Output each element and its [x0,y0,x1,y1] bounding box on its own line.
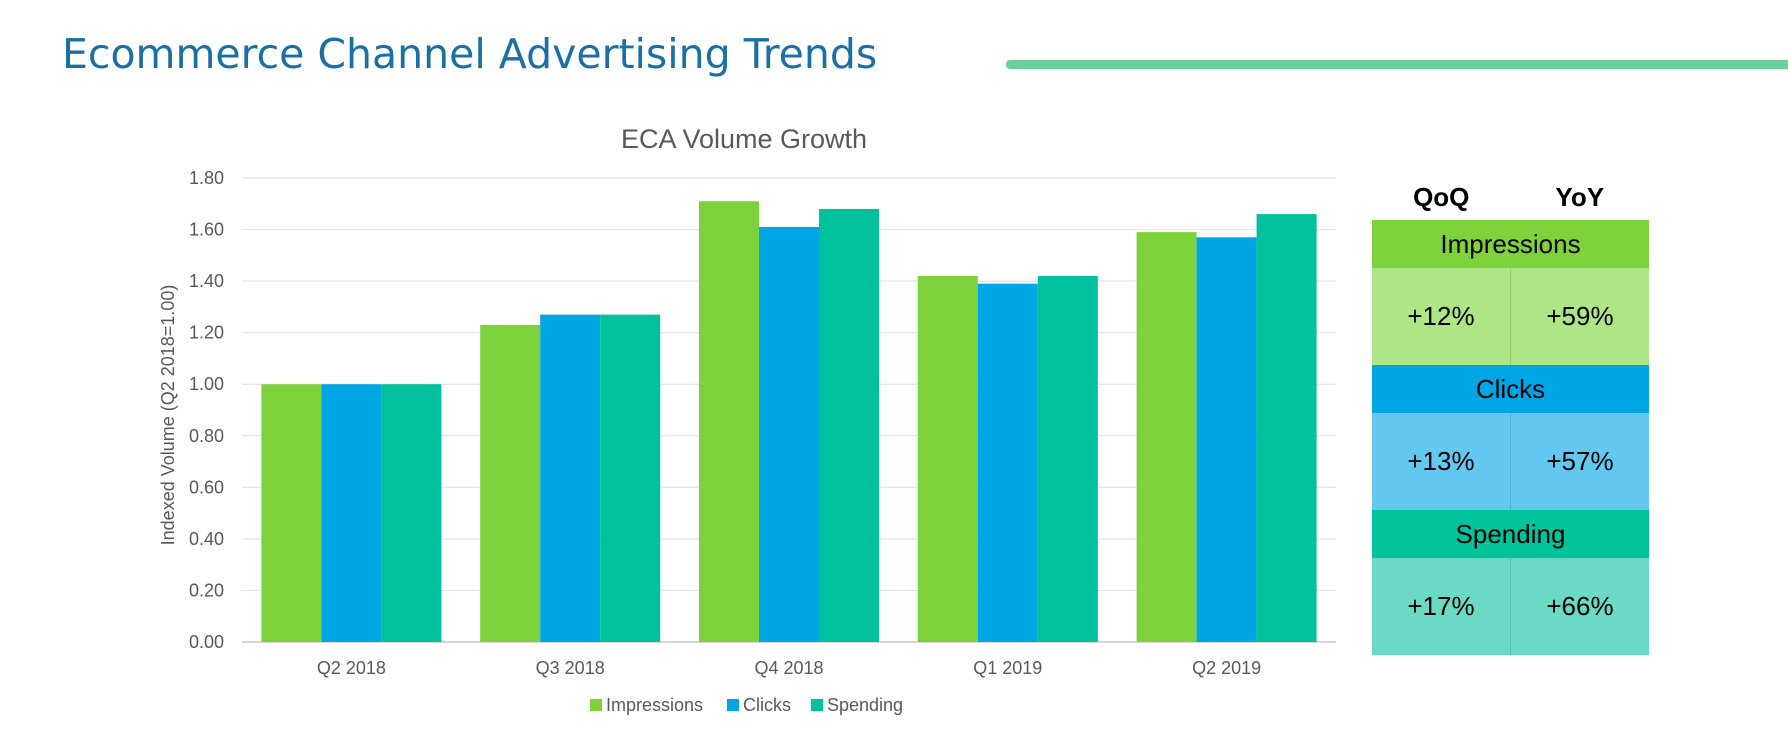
y-tick-label: 0.20 [189,580,224,600]
metric-header-clicks: Clicks [1372,365,1649,413]
legend-label-spending: Spending [827,695,903,715]
bar-clicks-q1-2019 [977,283,1038,642]
legend-label-clicks: Clicks [743,695,791,715]
metric-values-impressions: +12% +59% [1372,268,1649,365]
x-tick-label: Q2 2019 [1192,658,1261,678]
legend-label-impressions: Impressions [606,695,703,715]
x-axis-ticks: Q2 2018 Q3 2018 Q4 2018 Q1 2019 Q2 2019 [317,658,1261,678]
bar-impressions-q2-2019 [1136,232,1197,642]
bar-impressions-q3-2018 [480,324,541,642]
bar-clicks-q3-2018 [540,314,601,642]
x-tick-label: Q2 2018 [317,658,386,678]
y-tick-label: 1.80 [189,168,224,188]
y-axis-ticks: 0.00 0.20 0.40 0.60 0.80 1.00 1.20 1.40 1.60 1.80 [189,168,224,652]
chart: 0.00 0.20 0.40 0.60 0.80 1.00 1.20 1.40 1.60 1.80… [158,124,1336,715]
metric-values-spending: +17% +66% [1372,558,1649,655]
page-title: Ecommerce Channel Advertising Trends [62,30,878,78]
bar-impressions-q4-2018 [699,201,759,642]
column-header-yoy: YoY [1555,182,1605,212]
qoq-value-impressions: +12% [1372,268,1511,365]
qoq-value-clicks: +13% [1372,413,1511,510]
bar-spending-q3-2018 [600,314,661,642]
legend-swatch-impressions [590,699,602,711]
yoy-value-impressions: +59% [1546,301,1614,331]
y-tick-label: 1.20 [189,323,224,343]
legend: Impressions Clicks Spending [590,695,903,715]
metric-header-spending: Spending [1372,510,1649,558]
x-tick-label: Q4 2018 [754,658,823,678]
y-tick-label: 0.40 [189,529,224,549]
yoy-value-clicks: +57% [1546,446,1614,476]
x-tick-label: Q3 2018 [536,658,605,678]
y-tick-label: 0.60 [189,477,224,497]
bar-clicks-q4-2018 [759,226,819,642]
title-rule [1006,60,1788,69]
bar-spending-q1-2019 [1037,275,1098,642]
chart-title: ECA Volume Growth [621,124,867,154]
yoy-value-spending: +66% [1546,591,1614,621]
stats-table: QoQ YoY Impressions +12% +59% Clicks +13% +57… [1372,174,1649,655]
stats-column-headers: QoQ YoY [1372,174,1649,220]
bar-impressions-q1-2019 [917,275,978,642]
y-tick-label: 1.60 [189,220,224,240]
bars [261,201,1317,643]
y-axis-label: Indexed Volume (Q2 2018=1.00) [158,285,178,546]
bar-impressions-q2-2018 [261,384,322,642]
bar-spending-q2-2018 [381,384,442,642]
y-tick-label: 1.00 [189,374,224,394]
metric-values-clicks: +13% +57% [1372,413,1649,510]
stats-rows: Impressions +12% +59% Clicks +13% +57% Spendin… [1372,220,1649,655]
x-tick-label: Q1 2019 [973,658,1042,678]
column-header-qoq: QoQ [1413,182,1470,212]
y-tick-label: 1.40 [189,271,224,291]
bar-clicks-q2-2018 [321,384,382,642]
y-tick-label: 0.80 [189,426,224,446]
legend-swatch-spending [811,699,823,711]
metric-header-impressions: Impressions [1372,220,1649,268]
qoq-value-spending: +17% [1372,558,1511,655]
bar-spending-q4-2018 [819,208,879,642]
bar-spending-q2-2019 [1256,214,1317,643]
bar-clicks-q2-2019 [1196,237,1257,643]
legend-swatch-clicks [727,699,739,711]
y-tick-label: 0.00 [189,632,224,652]
